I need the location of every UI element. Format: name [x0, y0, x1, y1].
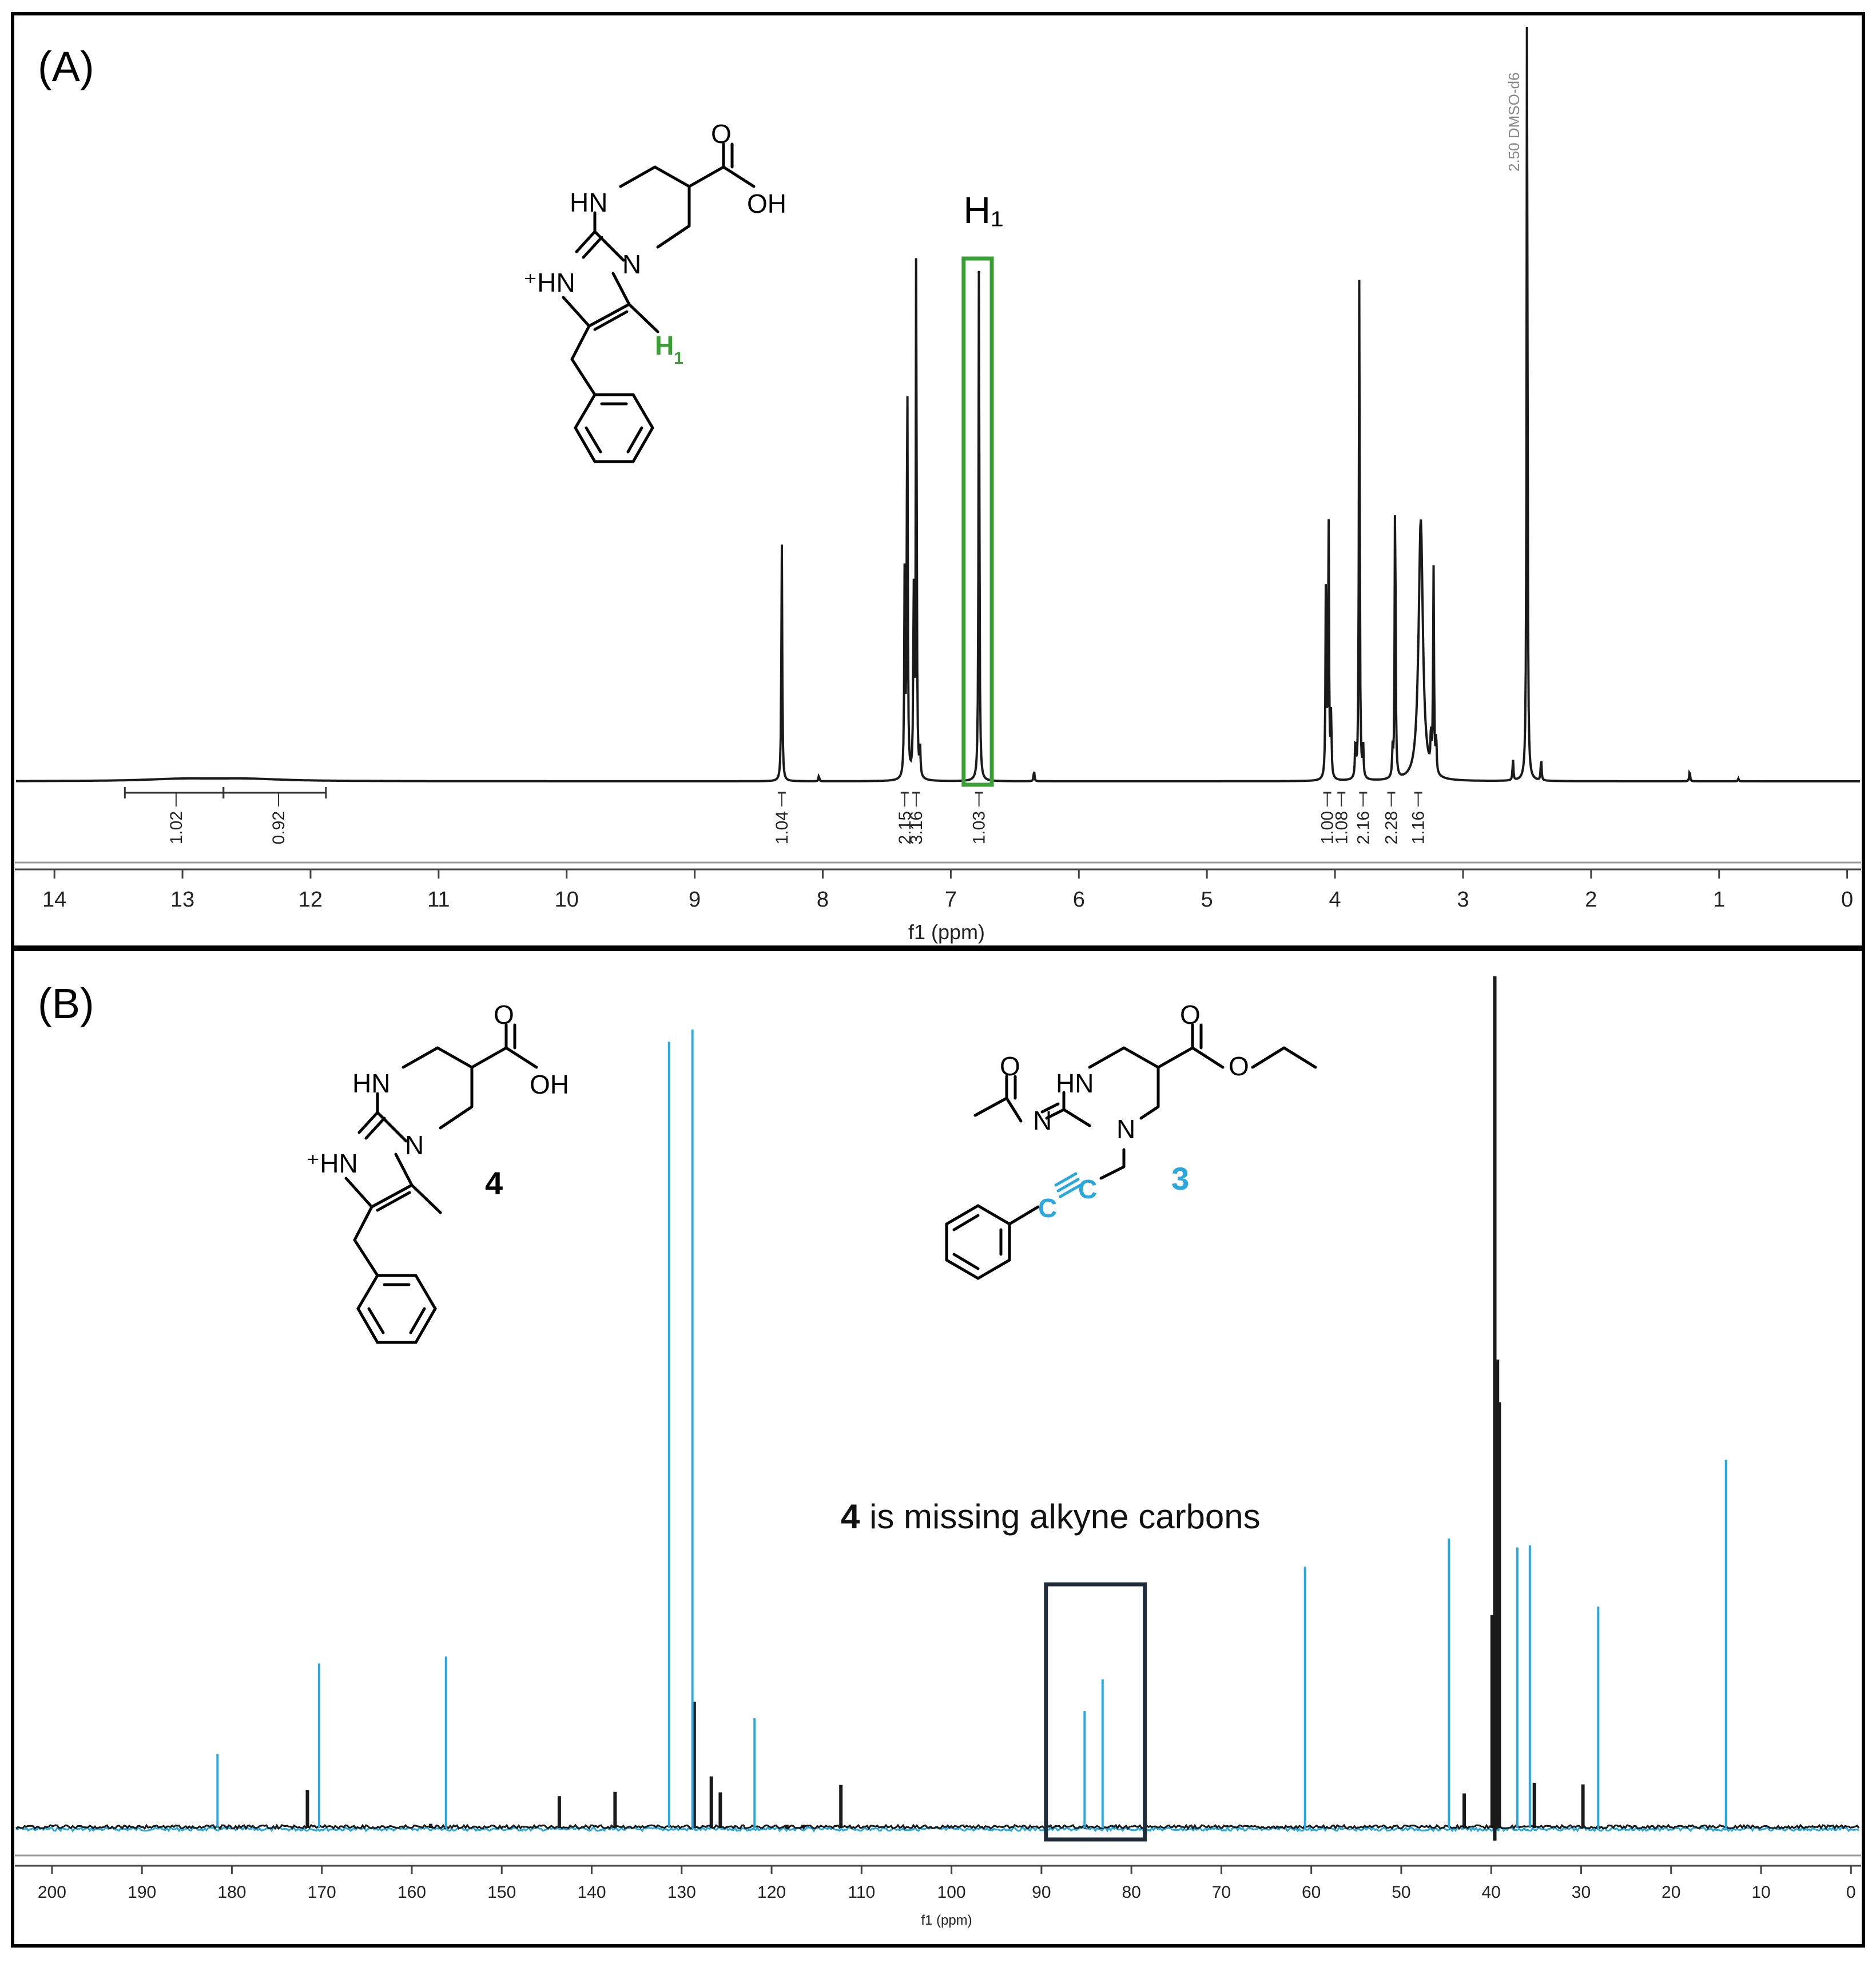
panel-a-x-axis-label: f1 (ppm) [908, 920, 985, 944]
panel-b-tick-label: 130 [667, 1883, 696, 1902]
struct-4-nh: HN [352, 1068, 390, 1098]
panel-a-frame [11, 12, 1865, 949]
alkyne-region-box [1044, 1582, 1147, 1842]
panel-b-tick-label: 200 [38, 1883, 66, 1902]
struct-a-n: N [622, 249, 641, 279]
panel-a-integral-label: 2.16 [1354, 811, 1373, 844]
struct-a-h1-subscript: 1 [674, 349, 683, 368]
panel-a-integral-label: 2.28 [1382, 811, 1401, 844]
panel-b-tick-label: 160 [398, 1883, 426, 1902]
panel-a-tick-label: 7 [945, 888, 957, 912]
panel-b-structure-4-labels: HN ⁺HN N O OH 4 [306, 1000, 569, 1201]
panel-b-tick-label: 170 [308, 1883, 336, 1902]
panel-a-integral-label: 1.03 [970, 811, 989, 844]
struct-3-alkyne-c1: C [1038, 1193, 1057, 1223]
panel-a-h1-label: H₁ [963, 189, 1003, 231]
panel-b-tick-label: 80 [1122, 1883, 1140, 1902]
struct-3-o2: O [1229, 1051, 1249, 1081]
panel-b-tick-label: 100 [937, 1883, 966, 1902]
panel-b-structure-3-alkyne [1054, 1172, 1082, 1198]
panel-a-tick-label: 2 [1585, 888, 1597, 912]
panel-b-tick-label: 50 [1392, 1883, 1410, 1902]
panel-a-integral-label: 1.00 [1318, 811, 1337, 844]
struct-a-oh: OH [747, 189, 786, 218]
panel-b-x-axis-label: f1 (ppm) [921, 1913, 972, 1928]
panel-b-structure-3 [945, 1023, 1317, 1280]
panel-a-structure [562, 142, 756, 463]
panel-a-integral-label: 0.92 [269, 811, 288, 844]
struct-a-nh: HN [570, 188, 607, 217]
struct-3-alkyne-c2: C [1078, 1174, 1097, 1204]
struct-3-n2: N [1033, 1106, 1052, 1135]
panel-b-tick-label: 60 [1302, 1883, 1321, 1902]
struct-4-n: N [405, 1130, 424, 1160]
panel-a-integral-label: 1.02 [167, 811, 186, 844]
panel-a-tick-label: 14 [42, 888, 66, 912]
panel-a-tick-label: 0 [1841, 888, 1853, 912]
panel-b-tick-label: 180 [217, 1883, 246, 1902]
panel-a-tick-label: 8 [817, 888, 829, 912]
panel-b-tick-label: 120 [757, 1883, 786, 1902]
struct-a-h1: H [655, 331, 674, 360]
panel-a-tick-label: 4 [1329, 888, 1341, 912]
panel-a-tick-label: 5 [1201, 888, 1213, 912]
panel-a-tick-label: 10 [555, 888, 579, 912]
panel-a-tick-label: 11 [427, 888, 450, 912]
panel-b-peaks [216, 976, 1727, 1841]
panel-a-integrals: 1.02 0.92 1.04 2.153.16 1.03 1.001.08 2.16 2.28… [124, 787, 1428, 844]
panel-a-tick-label: 6 [1073, 888, 1085, 912]
annotation-compound-4: 4 [841, 1497, 860, 1536]
struct-4-nh-plus: ⁺HN [306, 1149, 358, 1178]
panel-b-tick-label: 0 [1846, 1883, 1856, 1902]
panel-a-tick-label: 1 [1713, 888, 1725, 912]
struct-3-o1: O [1180, 1000, 1201, 1030]
panel-b-tick-label: 10 [1751, 1883, 1770, 1902]
panel-a-solvent-label: 2.50 DMSO-d6 [1505, 73, 1523, 172]
panel-a-x-ticks: 14 13 12 11 10 9 8 7 6 5 4 3 2 1 0 [42, 869, 1853, 912]
panel-b-tick-label: 140 [577, 1883, 606, 1902]
panel-b-tick-label: 20 [1662, 1883, 1680, 1902]
annotation-text: is missing alkyne carbons [860, 1497, 1260, 1536]
compound-3-label: 3 [1171, 1161, 1189, 1197]
panel-a-integral-label: 1.04 [773, 811, 792, 844]
panel-a-tick-label: 13 [170, 888, 194, 912]
struct-4-o: O [494, 1000, 514, 1030]
panel-b-baseline-compound-4 [15, 1823, 1860, 1830]
panel-a-tick-label: 9 [689, 888, 701, 912]
panel-a-integral-label: 2.15 [896, 811, 915, 844]
panel-b-tick-label: 190 [128, 1883, 156, 1902]
panel-a-h1-highlight-box [961, 256, 994, 787]
panel-b-tick-label: 90 [1032, 1883, 1051, 1902]
panel-b-tick-label: 40 [1482, 1883, 1501, 1902]
panel-b-tick-label: 150 [487, 1883, 516, 1902]
struct-a-o: O [711, 119, 732, 149]
panel-a-structure-labels: HN ⁺HN N O OH H 1 [523, 119, 786, 368]
panel-a-integral-label: 1.08 [1332, 811, 1351, 844]
panel-b-frame [11, 948, 1865, 1948]
panel-b-x-ticks: 200 190 180 170 160 150 140 130 120 110 100 90 80 70 6… [38, 1866, 1856, 1902]
struct-3-n1: N [1116, 1114, 1135, 1144]
panel-b-tick-label: 30 [1572, 1883, 1591, 1902]
panel-b-tick-label: 110 [848, 1883, 875, 1902]
panel-a-label: (A) [38, 43, 94, 90]
struct-3-o3: O [1000, 1051, 1020, 1081]
panel-b-structure-3-labels: HN N N O O O C C 3 [1000, 1000, 1249, 1223]
struct-a-nh-plus: ⁺HN [523, 268, 575, 297]
struct-4-oh: OH [530, 1070, 569, 1099]
panel-b-label: (B) [38, 980, 94, 1027]
struct-3-nh: HN [1056, 1068, 1094, 1098]
panel-a-spectrum-trace [16, 26, 1860, 782]
panel-a-tick-label: 12 [299, 888, 323, 912]
compound-4-label: 4 [485, 1165, 503, 1201]
missing-alkyne-annotation: 4 is missing alkyne carbons [841, 1497, 1261, 1536]
panel-a-integral-label: 1.16 [1409, 811, 1428, 844]
panel-a-tick-label: 3 [1457, 888, 1469, 912]
panel-b-structure-4 [344, 1023, 538, 1344]
panel-b-tick-label: 70 [1212, 1883, 1231, 1902]
panel-a-integral-label: 3.16 [907, 811, 926, 844]
